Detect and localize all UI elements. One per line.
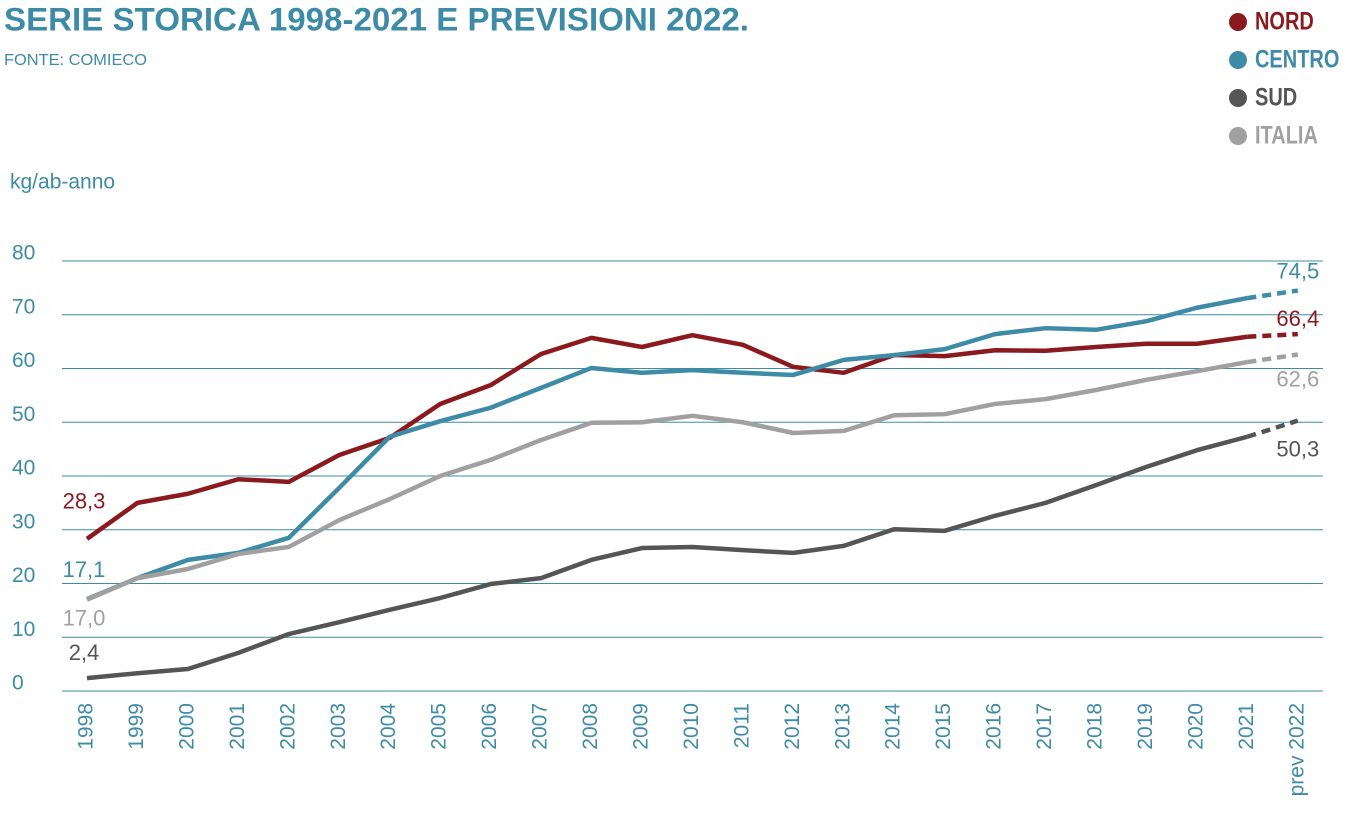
x-tick-label: 2013 (831, 703, 854, 750)
y-tick-label: 0 (12, 672, 24, 695)
series-line (86, 359, 1248, 602)
y-tick-label: 60 (12, 349, 35, 372)
x-tick-label: 2019 (1134, 703, 1157, 750)
x-tick-label: 2016 (983, 703, 1006, 750)
data-label: 17,0 (63, 605, 106, 630)
x-tick-label: 2003 (327, 703, 350, 750)
y-tick-label: 50 (12, 403, 35, 426)
x-tick-label: 2005 (428, 703, 451, 750)
x-tick-label: 2000 (175, 703, 198, 750)
legend-marker (1229, 89, 1247, 107)
x-tick-label: 2010 (680, 703, 703, 750)
x-tick-label: 1999 (125, 703, 148, 750)
data-label: 2,4 (69, 640, 100, 665)
data-label: 17,1 (63, 557, 106, 582)
x-tick-label: 2017 (1033, 703, 1056, 750)
x-tick-label: 2021 (1235, 703, 1258, 750)
y-tick-label: 30 (12, 510, 35, 533)
legend-label: CENTRO (1255, 46, 1339, 74)
x-tick-label: 2020 (1184, 703, 1207, 750)
x-tick-label: 2004 (377, 703, 400, 750)
x-tick-label: 2007 (529, 703, 552, 750)
series-line (85, 332, 1248, 541)
x-tick-label: 2001 (226, 703, 249, 750)
y-axis-label: kg/ab-anno (10, 171, 115, 194)
x-tick-label: 2008 (579, 703, 602, 750)
x-tick-label: 2012 (781, 703, 804, 750)
x-tick-label: 2014 (882, 703, 905, 750)
data-label: 66,4 (1276, 306, 1319, 331)
x-tick-label: 1998 (75, 703, 98, 750)
data-label: 50,3 (1276, 436, 1319, 461)
chart-title: SERIE STORICA 1998-2021 E PREVISIONI 202… (4, 1, 749, 37)
legend-label: ITALIA (1255, 122, 1318, 150)
legend-marker (1229, 127, 1247, 145)
x-tick-label: 2011 (730, 703, 753, 748)
x-tick-label: 2018 (1084, 703, 1107, 750)
y-tick-label: 10 (12, 618, 35, 641)
forecast-line (1247, 352, 1299, 365)
x-tick-label: 2015 (932, 703, 955, 750)
y-tick-label: 20 (12, 564, 35, 587)
forecast-line (1246, 418, 1299, 439)
x-tick-label: 2002 (276, 703, 299, 750)
y-tick-label: 80 (12, 242, 35, 265)
series-line (86, 295, 1248, 602)
chart-subtitle: FONTE: COMIECO (4, 52, 147, 69)
x-tick-label: 2009 (629, 703, 652, 750)
series-line (86, 434, 1248, 681)
forecast-line (1247, 288, 1299, 301)
x-tick-label: 2006 (478, 703, 501, 750)
forecast-line (1247, 331, 1298, 340)
y-tick-label: 40 (12, 457, 35, 480)
legend-label: NORD (1255, 8, 1314, 36)
legend-marker (1229, 13, 1247, 31)
legend-label: SUD (1255, 84, 1297, 112)
data-label: 28,3 (63, 489, 106, 514)
y-tick-label: 70 (12, 295, 35, 318)
x-tick-label: prev 2022 (1285, 703, 1308, 796)
legend-marker (1229, 51, 1247, 69)
data-label: 62,6 (1276, 366, 1319, 391)
data-label: 74,5 (1276, 258, 1319, 283)
